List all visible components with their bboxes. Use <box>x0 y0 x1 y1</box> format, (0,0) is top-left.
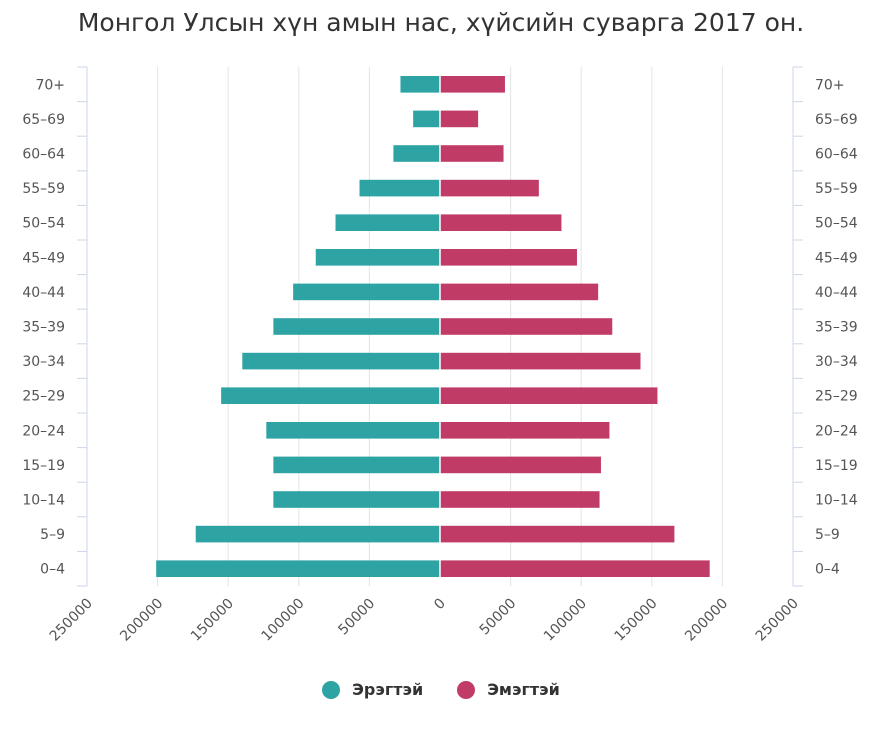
x-tick-label: 200000 <box>682 596 731 645</box>
y-tick-label-left: 5–9 <box>40 527 65 543</box>
legend-label-female: Эмэгтэй <box>487 680 560 699</box>
y-tick-label-right: 70+ <box>815 77 845 93</box>
y-tick-label-right: 40–44 <box>815 285 858 301</box>
y-tick-label-left: 60–64 <box>22 147 65 163</box>
x-tick-label: 100000 <box>259 596 308 645</box>
x-tick-label: 250000 <box>47 596 96 645</box>
female-bar-14[interactable] <box>440 75 505 93</box>
female-bar-4[interactable] <box>440 421 610 439</box>
legend-marker-male <box>322 680 341 699</box>
male-bar-9[interactable] <box>315 248 440 266</box>
y-tick-label-right: 35–39 <box>815 320 858 336</box>
x-tick-label: 100000 <box>541 596 590 645</box>
legend-item-female[interactable]: Эмэгтэй <box>457 680 560 699</box>
y-tick-label-left: 20–24 <box>22 423 65 439</box>
legend-marker-female <box>457 680 476 699</box>
bars <box>156 67 710 586</box>
male-bar-12[interactable] <box>393 145 440 162</box>
y-tick-label-left: 40–44 <box>22 285 65 301</box>
female-bar-2[interactable] <box>440 491 600 508</box>
female-bar-3[interactable] <box>440 456 601 474</box>
male-bar-11[interactable] <box>359 179 440 197</box>
x-tick-label: 50000 <box>335 596 378 639</box>
legend-label-male: Эрэгтэй <box>352 680 424 699</box>
y-tick-label-right: 55–59 <box>815 181 858 197</box>
x-tick-label: 0 <box>431 596 449 614</box>
female-bar-11[interactable] <box>440 179 539 197</box>
y-tick-label-left: 45–49 <box>22 250 65 266</box>
legend: Эрэгтэй Эмэгтэй <box>0 680 882 699</box>
female-bar-13[interactable] <box>440 110 479 128</box>
x-tick-label: 200000 <box>117 596 166 645</box>
y-tick-labels: 0–4 0–4 5–9 5–9 10–14 10–14 15–19 15–19 20–24 20–… <box>22 77 857 577</box>
male-bar-6[interactable] <box>242 352 440 370</box>
axes <box>77 66 803 587</box>
male-bar-7[interactable] <box>273 318 440 335</box>
female-bar-12[interactable] <box>440 145 504 162</box>
x-tick-labels: 250000 200000 150000 100000 50000 0 50000 10000… <box>47 596 802 645</box>
y-tick-label-left: 55–59 <box>22 181 65 197</box>
female-bar-8[interactable] <box>440 283 599 301</box>
male-bar-14[interactable] <box>400 75 440 93</box>
legend-item-male[interactable]: Эрэгтэй <box>322 680 423 699</box>
x-tick-label: 150000 <box>612 596 661 645</box>
female-bar-10[interactable] <box>440 214 562 232</box>
y-tick-label-left: 15–19 <box>22 458 65 474</box>
female-bar-7[interactable] <box>440 318 613 335</box>
male-bar-2[interactable] <box>273 491 440 508</box>
y-tick-label-left: 70+ <box>35 77 65 93</box>
female-bar-0[interactable] <box>440 560 710 578</box>
y-tick-label-right: 65–69 <box>815 112 858 128</box>
y-tick-label-left: 50–54 <box>22 216 65 232</box>
y-tick-label-right: 0–4 <box>815 562 840 578</box>
female-bar-1[interactable] <box>440 525 675 543</box>
y-tick-label-right: 30–34 <box>815 354 858 370</box>
female-bar-9[interactable] <box>440 248 577 266</box>
male-bar-13[interactable] <box>413 110 440 128</box>
male-bar-0[interactable] <box>156 560 441 578</box>
y-tick-label-left: 35–39 <box>22 320 65 336</box>
female-bar-5[interactable] <box>440 387 658 405</box>
y-tick-label-right: 20–24 <box>815 423 858 439</box>
female-bar-6[interactable] <box>440 352 641 370</box>
y-tick-label-right: 50–54 <box>815 216 858 232</box>
y-tick-label-left: 25–29 <box>22 389 65 405</box>
male-bar-8[interactable] <box>293 283 440 301</box>
y-tick-label-right: 5–9 <box>815 527 840 543</box>
male-bar-5[interactable] <box>221 387 440 405</box>
y-tick-label-right: 60–64 <box>815 147 858 163</box>
male-bar-3[interactable] <box>273 456 440 474</box>
y-tick-label-left: 30–34 <box>22 354 65 370</box>
male-bar-1[interactable] <box>195 525 440 543</box>
y-tick-label-left: 65–69 <box>22 112 65 128</box>
male-bar-4[interactable] <box>266 421 440 439</box>
x-tick-label: 150000 <box>188 596 237 645</box>
x-tick-label: 250000 <box>753 596 802 645</box>
y-tick-label-left: 10–14 <box>22 493 65 509</box>
y-tick-label-left: 0–4 <box>40 562 65 578</box>
chart-title: Монгол Улсын хүн амын нас, хүйсийн сувар… <box>77 8 805 37</box>
y-tick-label-right: 10–14 <box>815 493 858 509</box>
y-tick-label-right: 45–49 <box>815 250 858 266</box>
y-tick-label-right: 25–29 <box>815 389 858 405</box>
y-tick-label-right: 15–19 <box>815 458 858 474</box>
male-bar-10[interactable] <box>335 214 440 232</box>
x-tick-label: 50000 <box>477 596 520 639</box>
